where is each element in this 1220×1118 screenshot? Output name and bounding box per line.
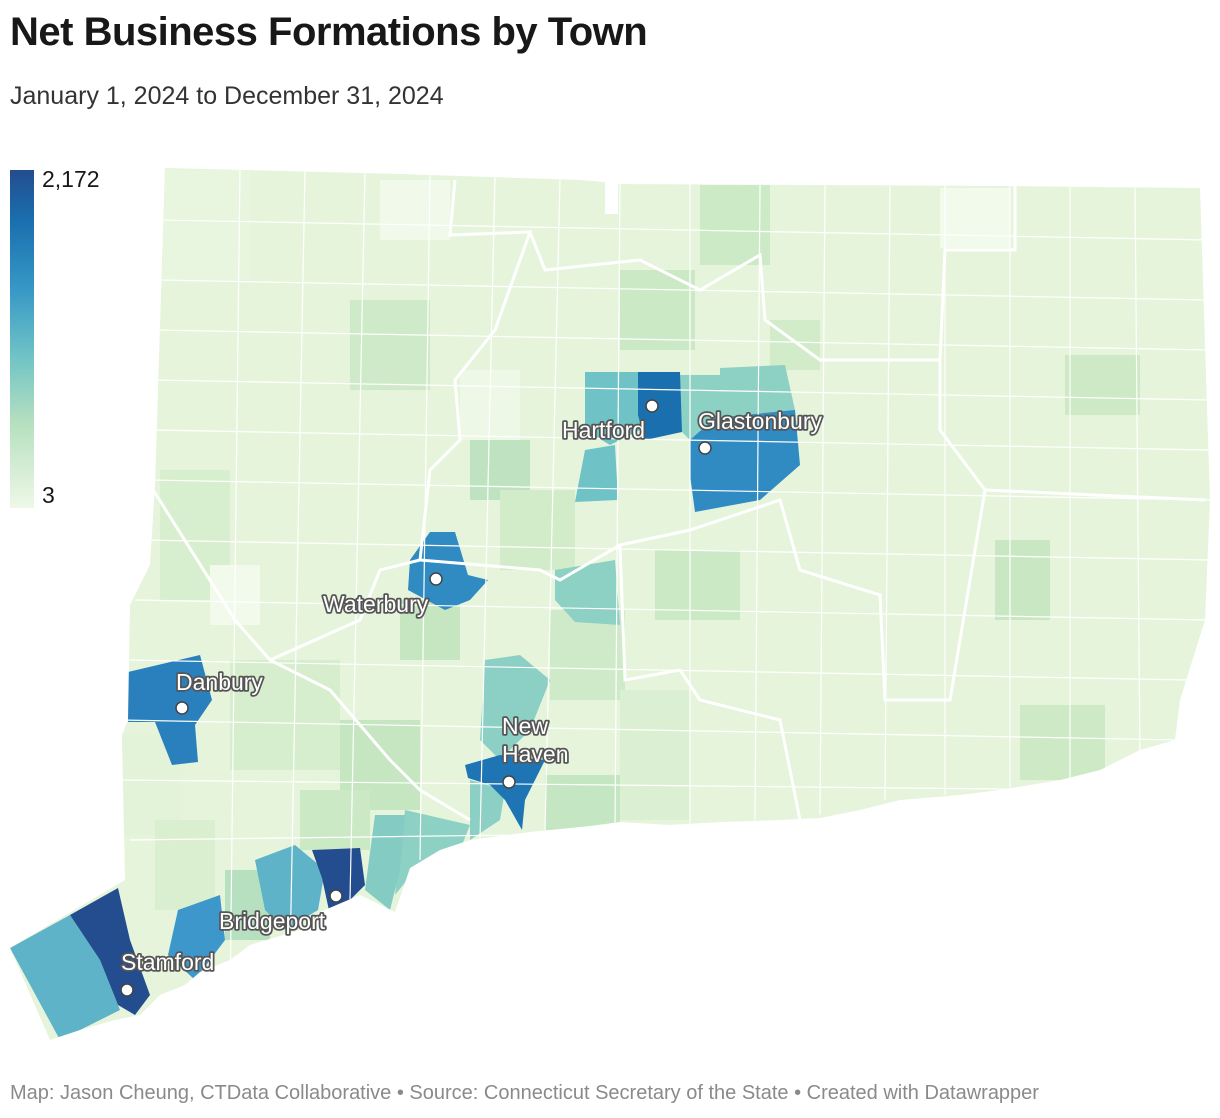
county-borders: [148, 179, 1206, 822]
new-haven-label-line1: New: [502, 713, 548, 739]
color-legend-bar: [10, 170, 34, 508]
town-bridgeport: [312, 848, 365, 915]
town-region: [1065, 355, 1140, 415]
new-haven-marker[interactable]: [502, 775, 516, 789]
town-region: [400, 600, 460, 660]
town-region: [500, 490, 575, 570]
town-region: [350, 300, 430, 390]
chart-footer: Map: Jason Cheung, CTData Collaborative …: [10, 1082, 1039, 1104]
town-region: [700, 185, 770, 265]
town-danbury: [128, 655, 212, 765]
town-new-haven: [465, 755, 545, 830]
state-shape: [10, 168, 1210, 1040]
town-region: [155, 820, 215, 910]
bridgeport-marker[interactable]: [329, 889, 343, 903]
bridgeport-label: Bridgeport: [219, 908, 326, 934]
town-stratford: [365, 815, 405, 910]
town-region: [380, 180, 450, 240]
chart-title: Net Business Formations by Town: [10, 10, 648, 54]
town-region: [550, 610, 625, 700]
stamford-label: Stamford: [121, 949, 214, 975]
town-west-haven: [470, 780, 505, 840]
city-labels: Hartford Glastonbury Waterbury Danbury N…: [119, 406, 824, 977]
town-region: [1020, 705, 1105, 780]
legend-min-label: 3: [42, 482, 55, 508]
town-west-hartford: [585, 372, 640, 445]
hartford-label: Hartford: [562, 417, 645, 443]
town-region: [230, 660, 340, 770]
town-fills: [10, 170, 1140, 1040]
town-region: [995, 540, 1050, 620]
town-region: [620, 690, 690, 820]
town-greenwich: [10, 915, 120, 1040]
town-region: [160, 170, 250, 280]
town-milford: [395, 810, 470, 895]
town-region: [940, 188, 1010, 248]
danbury-marker[interactable]: [175, 701, 189, 715]
town-norwalk: [168, 895, 225, 980]
town-hamden: [480, 655, 550, 760]
waterbury-marker[interactable]: [429, 572, 443, 586]
danbury-label: Danbury: [176, 669, 263, 695]
glastonbury-marker[interactable]: [698, 441, 712, 455]
town-region: [620, 270, 695, 350]
city-markers: [120, 399, 712, 997]
legend-max-label: 2,172: [42, 166, 100, 192]
waterbury-label: Waterbury: [323, 591, 429, 617]
town-waterbury: [408, 532, 488, 610]
stamford-marker[interactable]: [120, 983, 134, 997]
hartford-marker[interactable]: [645, 399, 659, 413]
new-haven-label-line2: Haven: [502, 741, 568, 767]
town-glastonbury: [690, 410, 800, 512]
town-fairfield: [255, 845, 325, 930]
town-manchester: [720, 365, 795, 420]
town-stamford: [70, 888, 150, 1015]
town-region: [655, 550, 740, 620]
chart-subtitle: January 1, 2024 to December 31, 2024: [10, 82, 444, 110]
town-region: [545, 775, 620, 830]
glastonbury-label: Glastonbury: [698, 408, 823, 434]
town-region: [300, 790, 370, 850]
